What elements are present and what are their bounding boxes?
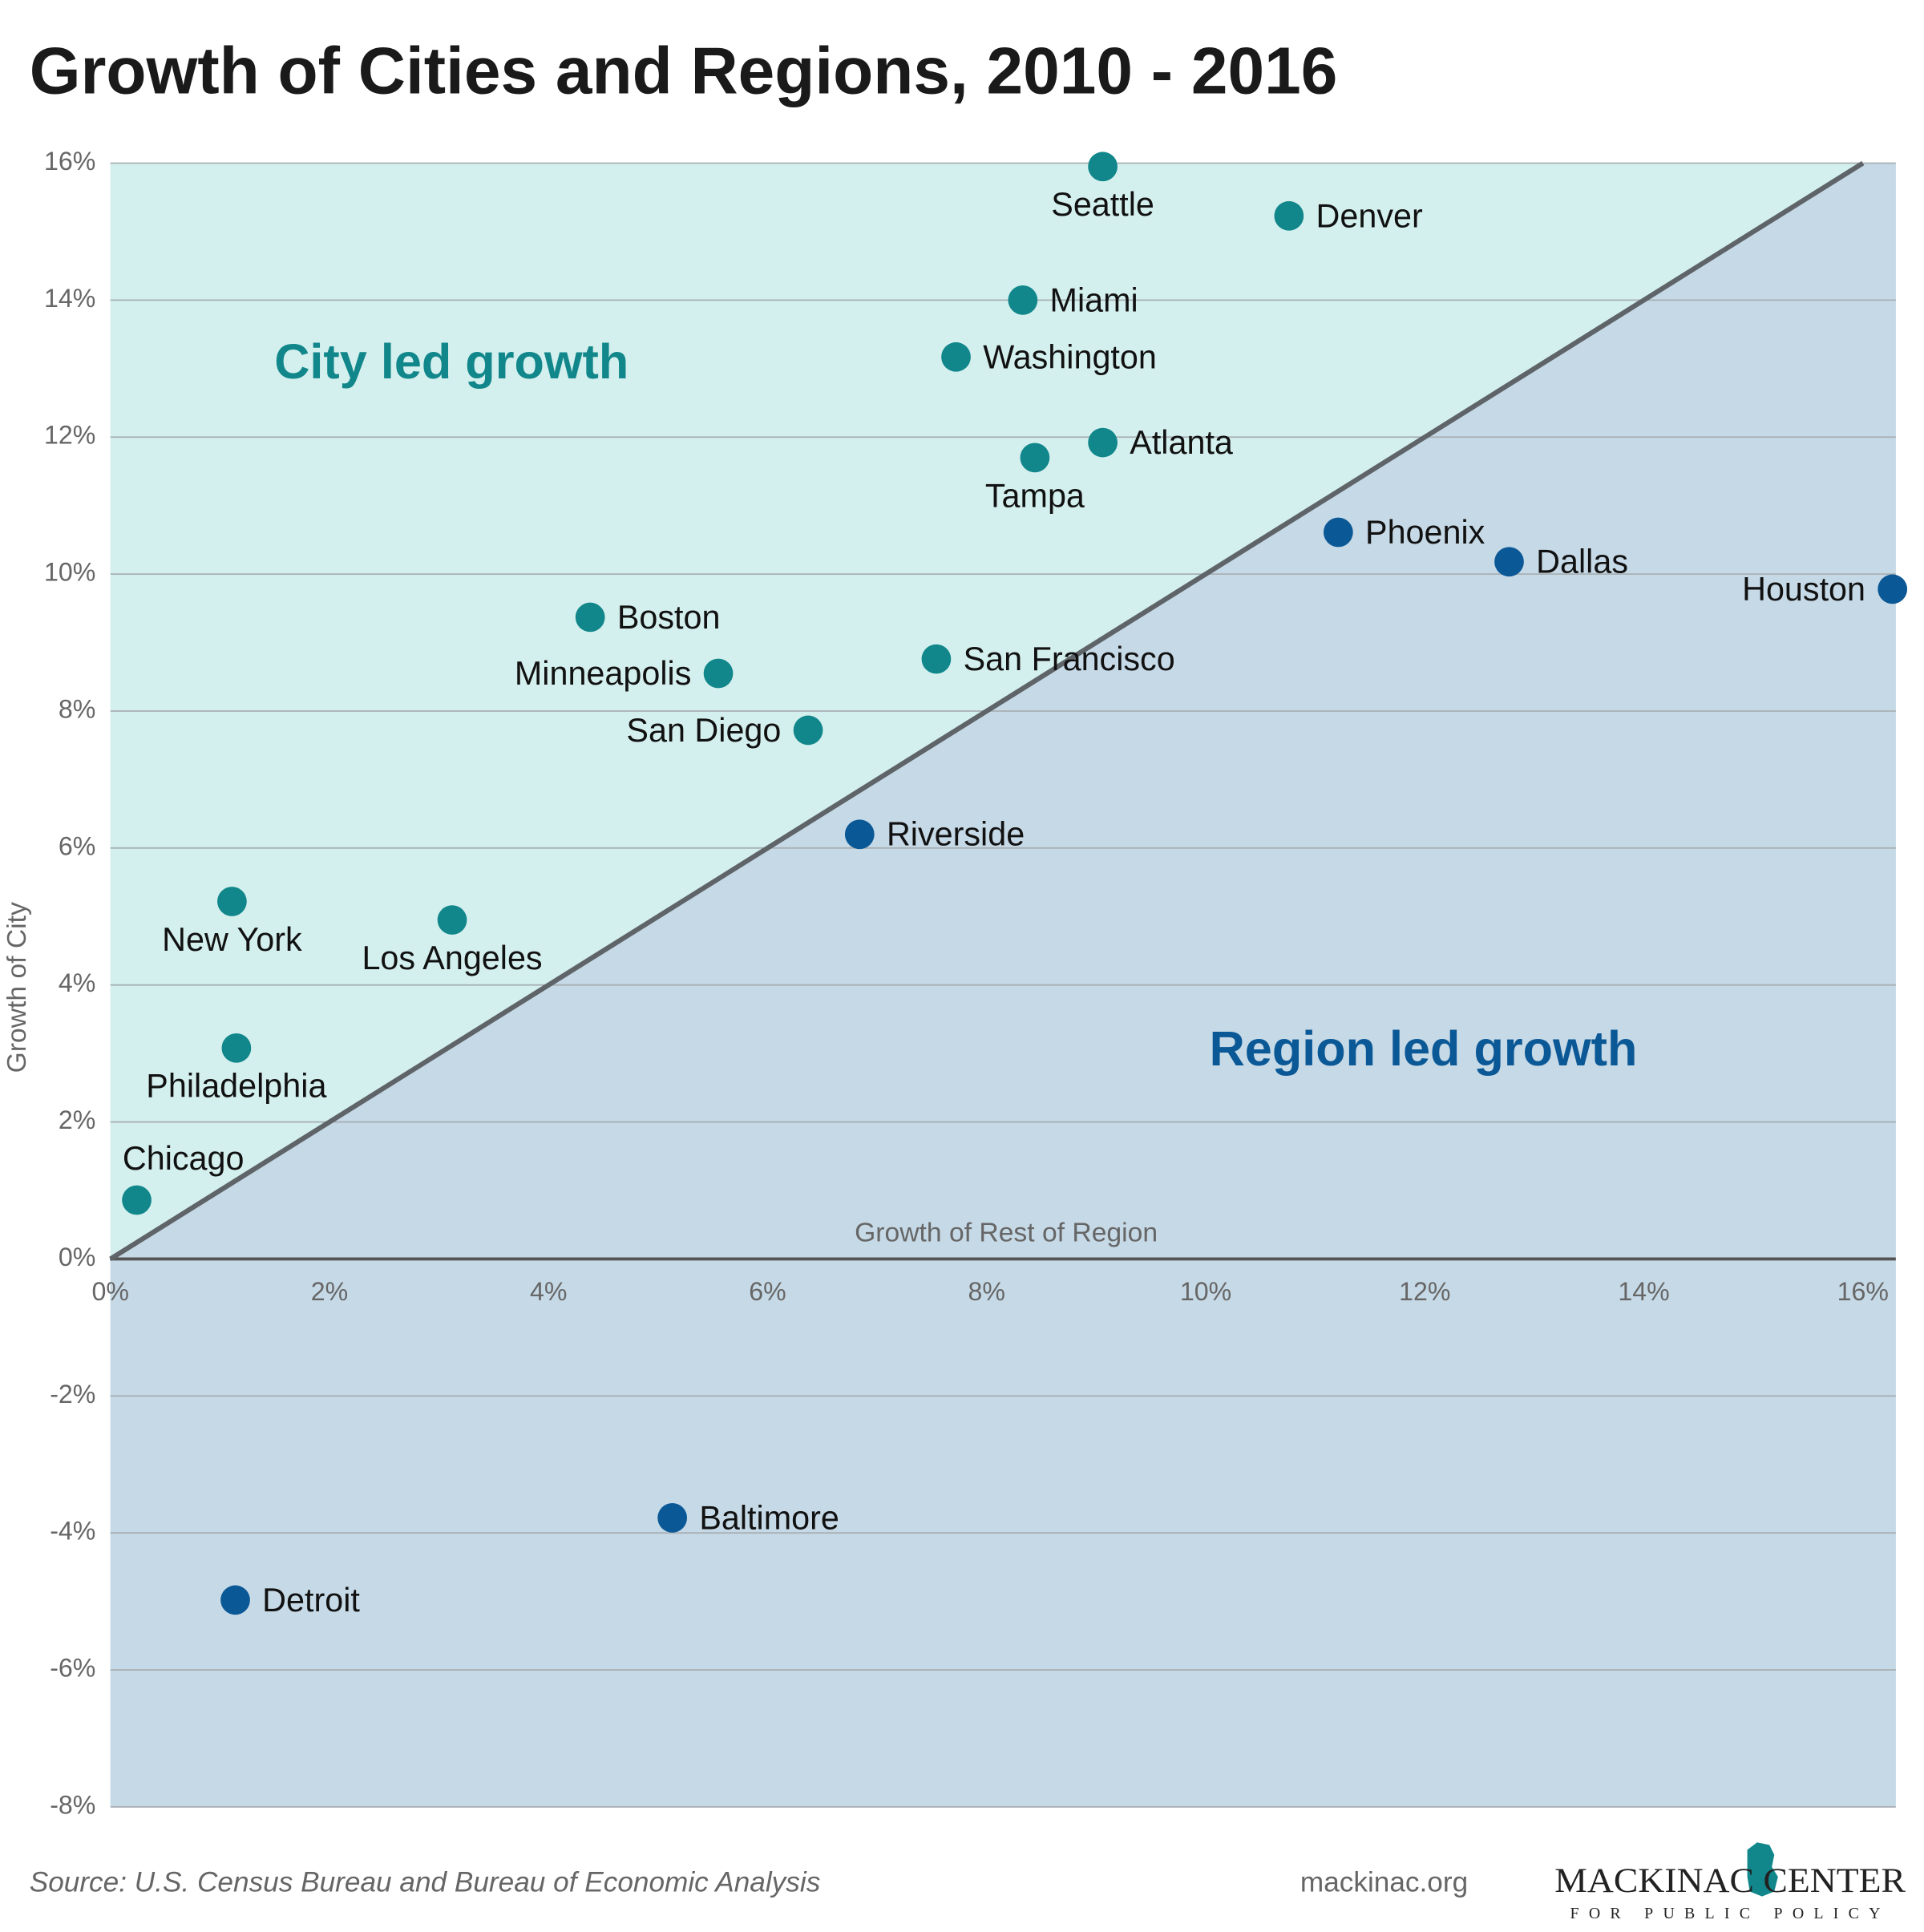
point-label: Minneapolis [515,655,692,692]
point [1494,547,1524,577]
website: mackinac.org [1300,1867,1468,1898]
y-axis-title: Growth of City [2,902,32,1073]
point [221,1033,252,1063]
point [657,1503,688,1533]
x-tick-label: 4% [530,1277,567,1306]
logo-tagline: FOR PUBLIC POLICY [1570,1905,1890,1922]
point [220,1585,250,1615]
y-tick-label: 14% [44,284,95,313]
point [793,715,823,746]
point-label: Tampa [985,477,1085,514]
point [437,905,467,935]
point-label: New York [162,921,302,958]
x-tick-label: 8% [968,1277,1005,1306]
series-name: City led growth [274,334,629,389]
y-tick-label: 6% [59,831,95,860]
point-label: Detroit [262,1582,360,1619]
x-tick-label: 0% [92,1277,129,1306]
source: Source: U.S. Census Bureau and Bureau of… [30,1867,821,1898]
point-label: Los Angeles [362,940,542,976]
y-tick-label: 2% [59,1105,95,1134]
y-tick-label: 8% [59,694,95,723]
point [921,644,952,674]
plot-area: -8% -6% -4% -2% 0% 2% 4% 6% 8% 10% 12% 14% 16% 0% 2% 4%… [2,147,1908,1819]
x-tick-label: 14% [1618,1277,1669,1306]
diagonal [109,160,1865,1262]
point-label: San Diego [626,712,781,749]
y-tick-label: -2% [50,1380,95,1409]
y-tick-label: -4% [50,1517,95,1546]
point-label: Denver [1316,197,1423,234]
y-tick-label: -6% [50,1654,95,1683]
point-label: Boston [617,599,721,636]
point [1088,427,1118,458]
x-axis-title: Growth of Rest of Region [855,1219,1158,1248]
point-label: Phoenix [1365,514,1485,551]
y-tick-label: 0% [59,1243,95,1271]
series-name: Region led growth [1210,1021,1638,1076]
y-tick-label: 10% [44,558,95,587]
point [1878,574,1908,604]
point [122,1185,152,1215]
x-tick-label: 12% [1399,1277,1450,1306]
point [844,819,875,850]
point-label: San Francisco [964,641,1175,677]
logo-icon [1747,1842,1778,1897]
point-label: Dallas [1536,544,1628,580]
chart-title: Growth of Cities and Regions, 2010 - 201… [30,34,1338,108]
point-label: Baltimore [699,1499,839,1536]
point [217,887,247,916]
point-label: Seattle [1051,186,1154,223]
point-label: Philadelphia [146,1068,326,1105]
y-tick-label: 4% [59,968,95,997]
point [941,342,971,372]
point [1323,517,1353,548]
x-tick-label: 10% [1180,1277,1231,1306]
point [575,602,605,633]
y-tick-label: 12% [44,421,95,450]
point [1088,152,1118,182]
y-tick-label: -8% [50,1790,95,1819]
point-label: Miami [1050,281,1138,318]
point-label: Washington [983,338,1157,375]
point [1008,285,1038,315]
point-label: Houston [1742,571,1865,608]
x-tick-label: 16% [1837,1277,1889,1306]
point [703,658,734,689]
point [1020,443,1050,473]
point [1274,200,1304,231]
point-label: Riverside [887,816,1025,853]
x-tick-label: 2% [311,1277,348,1306]
logo-name: MACKINAC CENTER [1554,1862,1906,1900]
x-tick-label: 6% [749,1277,786,1306]
point-label: Atlanta [1130,424,1233,461]
point-label: Chicago [123,1140,245,1177]
y-tick-label: 16% [44,147,95,176]
